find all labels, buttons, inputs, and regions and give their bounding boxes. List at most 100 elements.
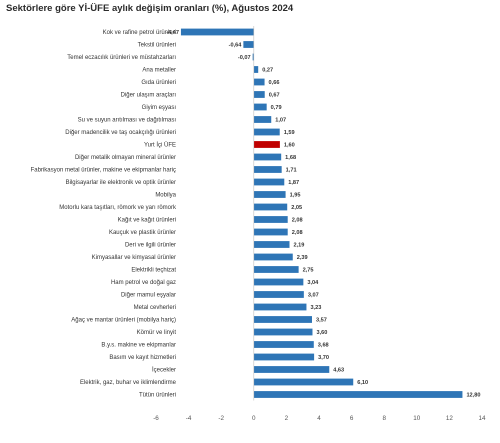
x-tick-label: 6: [350, 415, 354, 422]
category-label: Ham petrol ve doğal gaz: [111, 280, 176, 286]
bar: [253, 316, 312, 323]
x-tick-label: -2: [218, 415, 224, 422]
category-label: Basım ve kayıt hizmetleri: [109, 355, 176, 361]
category-label: Diğer madencilik ve taş ocakçılığı ürünl…: [65, 130, 176, 136]
category-label: Su ve suyun arıtılması ve dağıtılması: [78, 118, 177, 124]
value-label: 3,60: [316, 330, 327, 336]
category-label: Kok ve rafine petrol ürünleri: [103, 30, 176, 36]
value-label: 2,19: [293, 243, 304, 249]
bar: [252, 53, 254, 61]
x-tick-label: 0: [252, 415, 256, 422]
bar: [253, 191, 286, 198]
value-label: 1,07: [275, 118, 286, 124]
category-label: Kömür ve linyit: [137, 330, 177, 336]
category-label: Mobilya: [155, 193, 176, 199]
value-label: 3,04: [307, 280, 319, 286]
value-label: 0,67: [269, 93, 280, 99]
x-axis: -6 -4 -2 0 2 4 6 8 10 12 14: [153, 26, 486, 422]
x-tick-label: 4: [317, 415, 321, 422]
bar: [253, 178, 285, 186]
bar: [253, 103, 267, 111]
bar: [253, 116, 272, 123]
value-label: 2,75: [303, 268, 314, 274]
value-label: 2,08: [292, 230, 303, 236]
x-tick-label: -4: [186, 415, 192, 422]
category-label: Tekstil ürünleri: [138, 43, 176, 49]
category-label: B.y.s. makine ve ekipmanlar: [101, 343, 176, 349]
value-label: -4,47: [166, 30, 179, 36]
bar: [253, 216, 288, 223]
x-tick-label: 2: [285, 415, 289, 422]
category-label: Bilgisayarlar ile elektronik ve optik ür…: [66, 180, 176, 186]
value-label: 0,66: [269, 80, 280, 86]
value-label: 1,71: [286, 168, 297, 174]
value-label: 3,70: [318, 355, 329, 361]
bar: [253, 266, 299, 273]
bar: [253, 303, 307, 311]
category-label: Tütün ürünleri: [139, 393, 176, 399]
value-label: 1,87: [288, 180, 299, 186]
category-label: Diğer mamul eşyalar: [121, 293, 176, 299]
value-label: 2,05: [291, 205, 302, 211]
category-label: Temel eczacılık ürünleri ve müstahzarlar…: [67, 55, 176, 61]
bar: [253, 91, 265, 98]
x-tick-label: 12: [446, 415, 454, 422]
category-label: Motorlu kara taşıtları, römork ve yarı r…: [59, 205, 177, 211]
category-label: Elektrik, gaz, buhar ve iklimlendirme: [80, 380, 177, 386]
value-label: 1,59: [284, 130, 295, 136]
bar: [253, 328, 313, 336]
bar: [253, 291, 304, 298]
bar: [253, 341, 314, 348]
value-label: 1,95: [290, 193, 301, 199]
category-label: Deri ve ilgili ürünler: [125, 243, 176, 249]
bar: [253, 253, 293, 261]
bar: [253, 78, 265, 86]
value-label: 6,10: [357, 380, 368, 386]
value-label: 4,63: [333, 368, 344, 374]
category-label: Metal cevherleri: [134, 305, 176, 311]
bar: [243, 41, 254, 48]
value-label: 2,39: [297, 255, 308, 261]
category-label: Kağıt ve kağıt ürünleri: [118, 218, 176, 224]
bar: [253, 278, 304, 286]
category-label: Ana metaller: [142, 68, 176, 74]
value-label: 1,60: [284, 143, 295, 149]
category-label: Diğer ulaşım araçları: [121, 93, 177, 99]
bars-group: Kok ve rafine petrol ürünleri-4,47 Teksti…: [31, 28, 480, 399]
bar: [253, 228, 288, 236]
value-label: 3,07: [308, 293, 319, 299]
category-label: Diğer metalik olmayan mineral ürünler: [75, 155, 176, 161]
value-label: 2,08: [292, 218, 303, 224]
category-label: Ağaç ve mantar ürünleri (mobilya hariç): [71, 318, 176, 324]
value-label: 12,80: [466, 393, 480, 399]
category-label: Elektrikli teçhizat: [131, 268, 176, 274]
category-label: İçecekler: [152, 367, 176, 374]
bar: [253, 128, 280, 136]
bar: [253, 66, 259, 73]
bar: [253, 241, 290, 248]
x-tick-label: 10: [413, 415, 421, 422]
bar: [253, 391, 463, 398]
bar: [253, 366, 330, 373]
category-label: Giyim eşyası: [142, 105, 177, 111]
category-label: Fabrikasyon metal ürünler, makine ve eki…: [31, 168, 176, 174]
bar: [253, 203, 288, 211]
x-tick-label: 14: [478, 415, 486, 422]
bar-highlight: [253, 141, 280, 148]
category-label: Gıda ürünleri: [141, 80, 176, 86]
value-label: 3,68: [318, 343, 329, 349]
bar: [253, 353, 315, 361]
value-label: 0,27: [262, 68, 273, 74]
bar: [180, 28, 254, 36]
x-tick-label: 8: [382, 415, 386, 422]
category-label: Yurt İçi ÜFE: [144, 142, 176, 149]
chart-title: Sektörlere göre Yİ-ÜFE aylık değişim ora…: [6, 3, 294, 14]
value-label: 0,79: [271, 105, 282, 111]
bar: [253, 166, 282, 173]
value-label: -0,07: [238, 55, 251, 61]
value-label: -0,64: [229, 43, 243, 49]
bar: [253, 153, 282, 161]
x-tick-label: -6: [153, 415, 159, 422]
category-label: Kauçuk ve plastik ürünler: [109, 230, 176, 236]
